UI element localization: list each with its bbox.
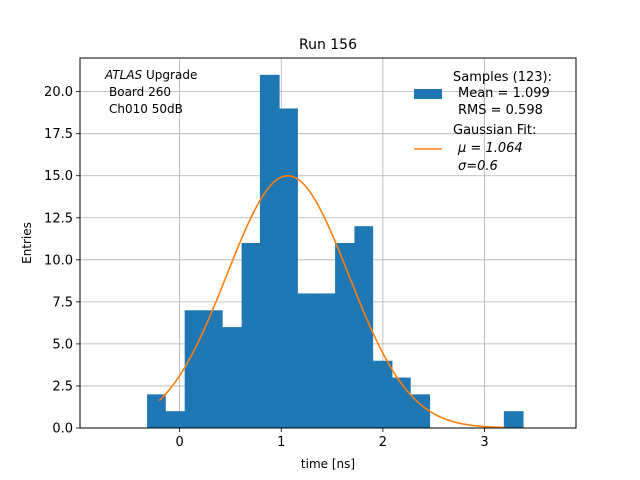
histogram-bar (335, 243, 355, 428)
legend-samples-line-3: RMS = 0.598 (458, 103, 543, 118)
annotation-line-1: Upgrade (146, 68, 197, 82)
y-tick-label: 5.0 (52, 337, 73, 352)
x-axis-label: time [ns] (301, 457, 355, 471)
histogram-bar (372, 360, 393, 428)
y-tick-label: 2.5 (52, 379, 73, 394)
y-tick-label: 20.0 (44, 85, 73, 100)
annotation-line-2: Board 260 (109, 85, 171, 99)
histogram-bar (222, 327, 243, 428)
x-tick-label: 3 (480, 435, 488, 450)
svg-text:ATLAS Upgrade: ATLAS Upgrade (104, 68, 197, 82)
legend: Samples (123): Mean = 1.099 RMS = 0.598 … (414, 70, 552, 174)
y-tick-label: 15.0 (44, 169, 73, 184)
x-tick-label: 0 (175, 435, 183, 450)
legend-samples-line-1: Samples (123): (453, 70, 552, 85)
histogram-bar (259, 74, 280, 429)
histogram-bar (165, 411, 186, 428)
legend-samples-swatch (414, 89, 442, 99)
legend-samples-line-2: Mean = 1.099 (458, 86, 550, 101)
y-tick-label: 17.5 (44, 127, 73, 142)
histogram-bar (503, 411, 524, 428)
y-tick-label: 7.5 (52, 295, 73, 310)
annotation-line-3: Ch010 50dB (109, 102, 183, 116)
histogram-bar (297, 293, 318, 428)
histogram-bar (316, 293, 336, 428)
histogram-bar (184, 310, 205, 428)
x-tick-label: 1 (277, 435, 285, 450)
chart-title: Run 156 (299, 37, 357, 53)
axis-ticks: 0 1 2 3 0.0 2.5 5.0 7.5 10.0 12.5 15.0 17.5 20.0 (44, 85, 489, 450)
histogram-bars (147, 74, 524, 429)
legend-fit-line-1: Gaussian Fit: (453, 123, 536, 138)
histogram-bar (204, 310, 223, 428)
y-tick-label: 0.0 (52, 422, 73, 437)
legend-fit-line-3: σ=0.6 (458, 159, 498, 174)
gaussian-fit-curve (158, 174, 505, 429)
histogram-bar (279, 108, 298, 429)
histogram-bar (354, 226, 374, 428)
y-tick-label: 10.0 (44, 253, 73, 268)
plot-frame (79, 57, 577, 429)
y-tick-label: 12.5 (44, 211, 73, 226)
histogram-bar (410, 394, 431, 428)
histogram-bar (241, 243, 261, 428)
y-axis-label: Entries (20, 222, 34, 264)
x-tick-label: 2 (379, 435, 387, 450)
atlas-annotation: ATLAS Upgrade Board 260 Ch010 50dB (104, 68, 197, 116)
legend-fit-line-2: μ = 1.064 (457, 141, 523, 156)
histogram-bar (147, 394, 166, 428)
atlas-label: ATLAS (104, 68, 143, 82)
histogram-bar (392, 377, 411, 428)
